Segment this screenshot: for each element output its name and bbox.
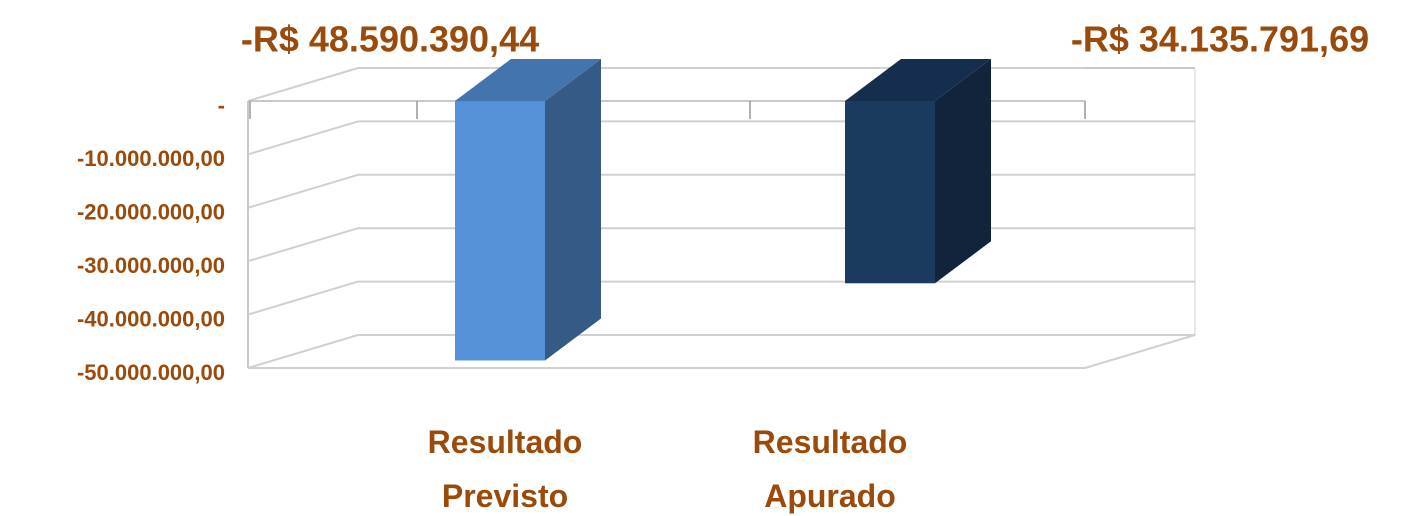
y-tick-label: -50.000.000,00 — [77, 360, 225, 385]
grid-line — [247, 334, 359, 369]
y-tick-label: -40.000.000,00 — [77, 306, 225, 331]
bar-top — [455, 59, 601, 101]
y-tick-label: -10.000.000,00 — [77, 146, 225, 171]
grid-line — [247, 120, 359, 156]
bar — [845, 101, 935, 284]
bar-side — [545, 59, 601, 361]
bar — [455, 101, 545, 361]
floor-edge — [248, 334, 1196, 369]
grid-line — [247, 173, 359, 209]
bar-top — [845, 59, 991, 101]
y-tick-label: -30.000.000,00 — [77, 253, 225, 278]
grid-line — [247, 227, 359, 263]
y-tick-label: -20.000.000,00 — [77, 200, 225, 225]
bar-side — [935, 59, 991, 284]
y-tick-label: - — [218, 93, 225, 118]
x-tick-label: Resultado Apurado — [752, 424, 908, 514]
x-tick-label: Resultado Previsto — [427, 424, 583, 514]
grid-line — [247, 67, 359, 102]
value-label: -R$ 48.590.390,44 — [241, 19, 539, 60]
value-label: -R$ 34.135.791,69 — [1071, 19, 1369, 60]
grid-line — [247, 280, 359, 316]
